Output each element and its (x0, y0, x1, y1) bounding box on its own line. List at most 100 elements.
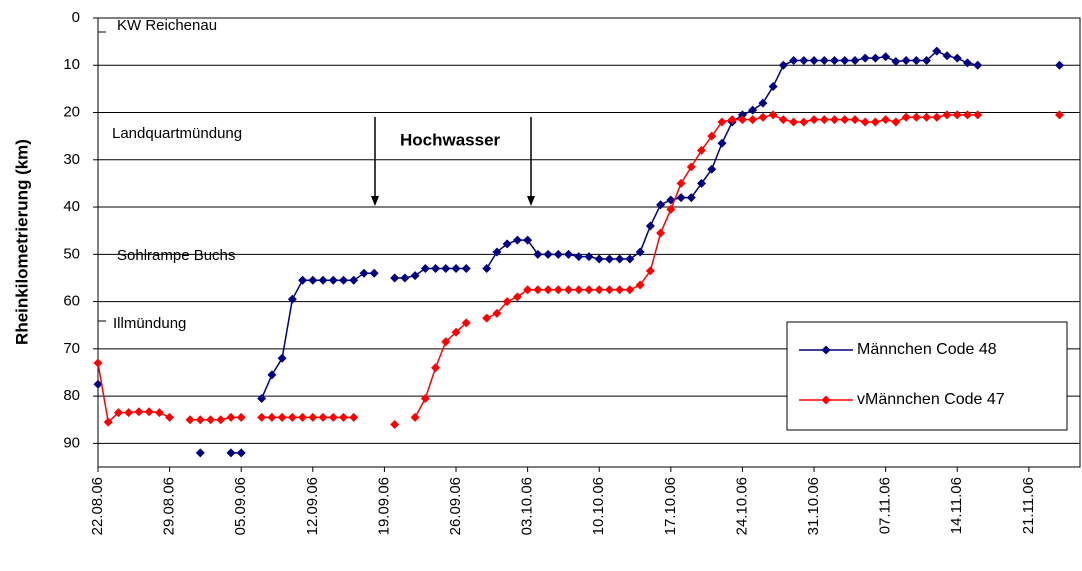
data-point (390, 419, 400, 429)
data-point (656, 228, 666, 238)
data-point (359, 268, 369, 278)
annotation: KW Reichenau (117, 17, 217, 34)
hochwasser-arrows (98, 31, 535, 322)
legend-label: Männchen Code 48 (857, 341, 997, 358)
data-point (206, 415, 216, 425)
x-tick-label: 22.08.06 (89, 477, 106, 535)
data-point (318, 412, 328, 422)
y-tick-label: 70 (63, 340, 80, 357)
data-point (666, 204, 676, 214)
data-point (277, 353, 287, 363)
data-point (226, 448, 236, 458)
data-point (922, 56, 932, 66)
data-point (707, 164, 717, 174)
data-point (267, 370, 277, 380)
data-point (932, 112, 942, 122)
x-tick-label: 07.11.06 (877, 477, 894, 534)
data-point (277, 412, 287, 422)
data-point (154, 408, 164, 418)
data-point (339, 412, 348, 422)
data-point (410, 271, 420, 281)
data-point (942, 110, 952, 120)
data-point (748, 115, 758, 125)
annotation: Illmündung (113, 315, 186, 332)
data-point (349, 275, 359, 285)
data-point (390, 273, 400, 283)
data-point (134, 407, 144, 417)
data-point (267, 412, 277, 422)
data-point (1055, 110, 1065, 120)
y-tick-label: 30 (63, 151, 80, 168)
data-point (901, 112, 911, 122)
data-point (482, 313, 492, 323)
data-point (512, 235, 522, 245)
data-point (451, 327, 461, 337)
data-point (973, 60, 983, 70)
data-point (952, 53, 962, 63)
data-point (318, 275, 328, 285)
data-point (625, 254, 635, 264)
data-point (809, 115, 819, 125)
data-point (676, 178, 686, 188)
data-point (287, 412, 297, 422)
data-point (830, 56, 839, 66)
y-tick-label: 10 (63, 56, 80, 73)
data-point (789, 56, 799, 66)
data-point (697, 178, 707, 188)
data-point (922, 112, 932, 122)
x-tick-label: 21.11.06 (1020, 477, 1037, 534)
data-point (431, 263, 441, 273)
data-point (553, 285, 563, 295)
y-tick-label: 40 (63, 198, 80, 215)
data-point (625, 285, 635, 295)
data-point (717, 117, 727, 127)
data-point (840, 115, 850, 125)
data-point (645, 266, 655, 276)
data-point (645, 221, 655, 231)
data-point (533, 249, 543, 259)
data-point (553, 249, 563, 259)
data-point (758, 98, 768, 108)
data-point (962, 110, 972, 120)
data-point (461, 318, 471, 328)
data-point (93, 379, 103, 389)
data-point (328, 275, 338, 285)
legend-box (786, 321, 1068, 431)
y-tick-label: 50 (63, 245, 80, 262)
data-point (124, 408, 134, 418)
x-tick-label: 29.08.06 (161, 477, 178, 535)
data-point (860, 53, 870, 63)
data-point (799, 56, 809, 66)
data-point (850, 56, 860, 66)
data-point (584, 252, 594, 262)
data-point (308, 275, 318, 285)
data-point (676, 193, 686, 203)
data-point (891, 56, 901, 66)
data-point (512, 292, 522, 302)
data-point (461, 263, 471, 273)
data-point (328, 412, 338, 422)
data-point (195, 415, 205, 425)
data-point (901, 56, 911, 66)
data-point (298, 412, 308, 422)
data-point (420, 393, 430, 403)
data-point (799, 117, 809, 127)
legend-marker (821, 345, 831, 355)
data-point (523, 235, 533, 245)
data-point (758, 112, 768, 122)
data-point (93, 358, 103, 368)
data-point (604, 254, 614, 264)
data-point (441, 337, 451, 347)
data-point (257, 393, 267, 403)
x-tick-label: 03.10.06 (519, 477, 536, 535)
data-point (410, 412, 420, 422)
data-point (185, 415, 195, 425)
data-point (195, 448, 205, 458)
data-point (103, 417, 113, 427)
data-point (451, 263, 461, 273)
data-point (717, 138, 727, 148)
data-point (431, 363, 441, 373)
data-point (594, 285, 604, 295)
data-point (635, 247, 645, 257)
